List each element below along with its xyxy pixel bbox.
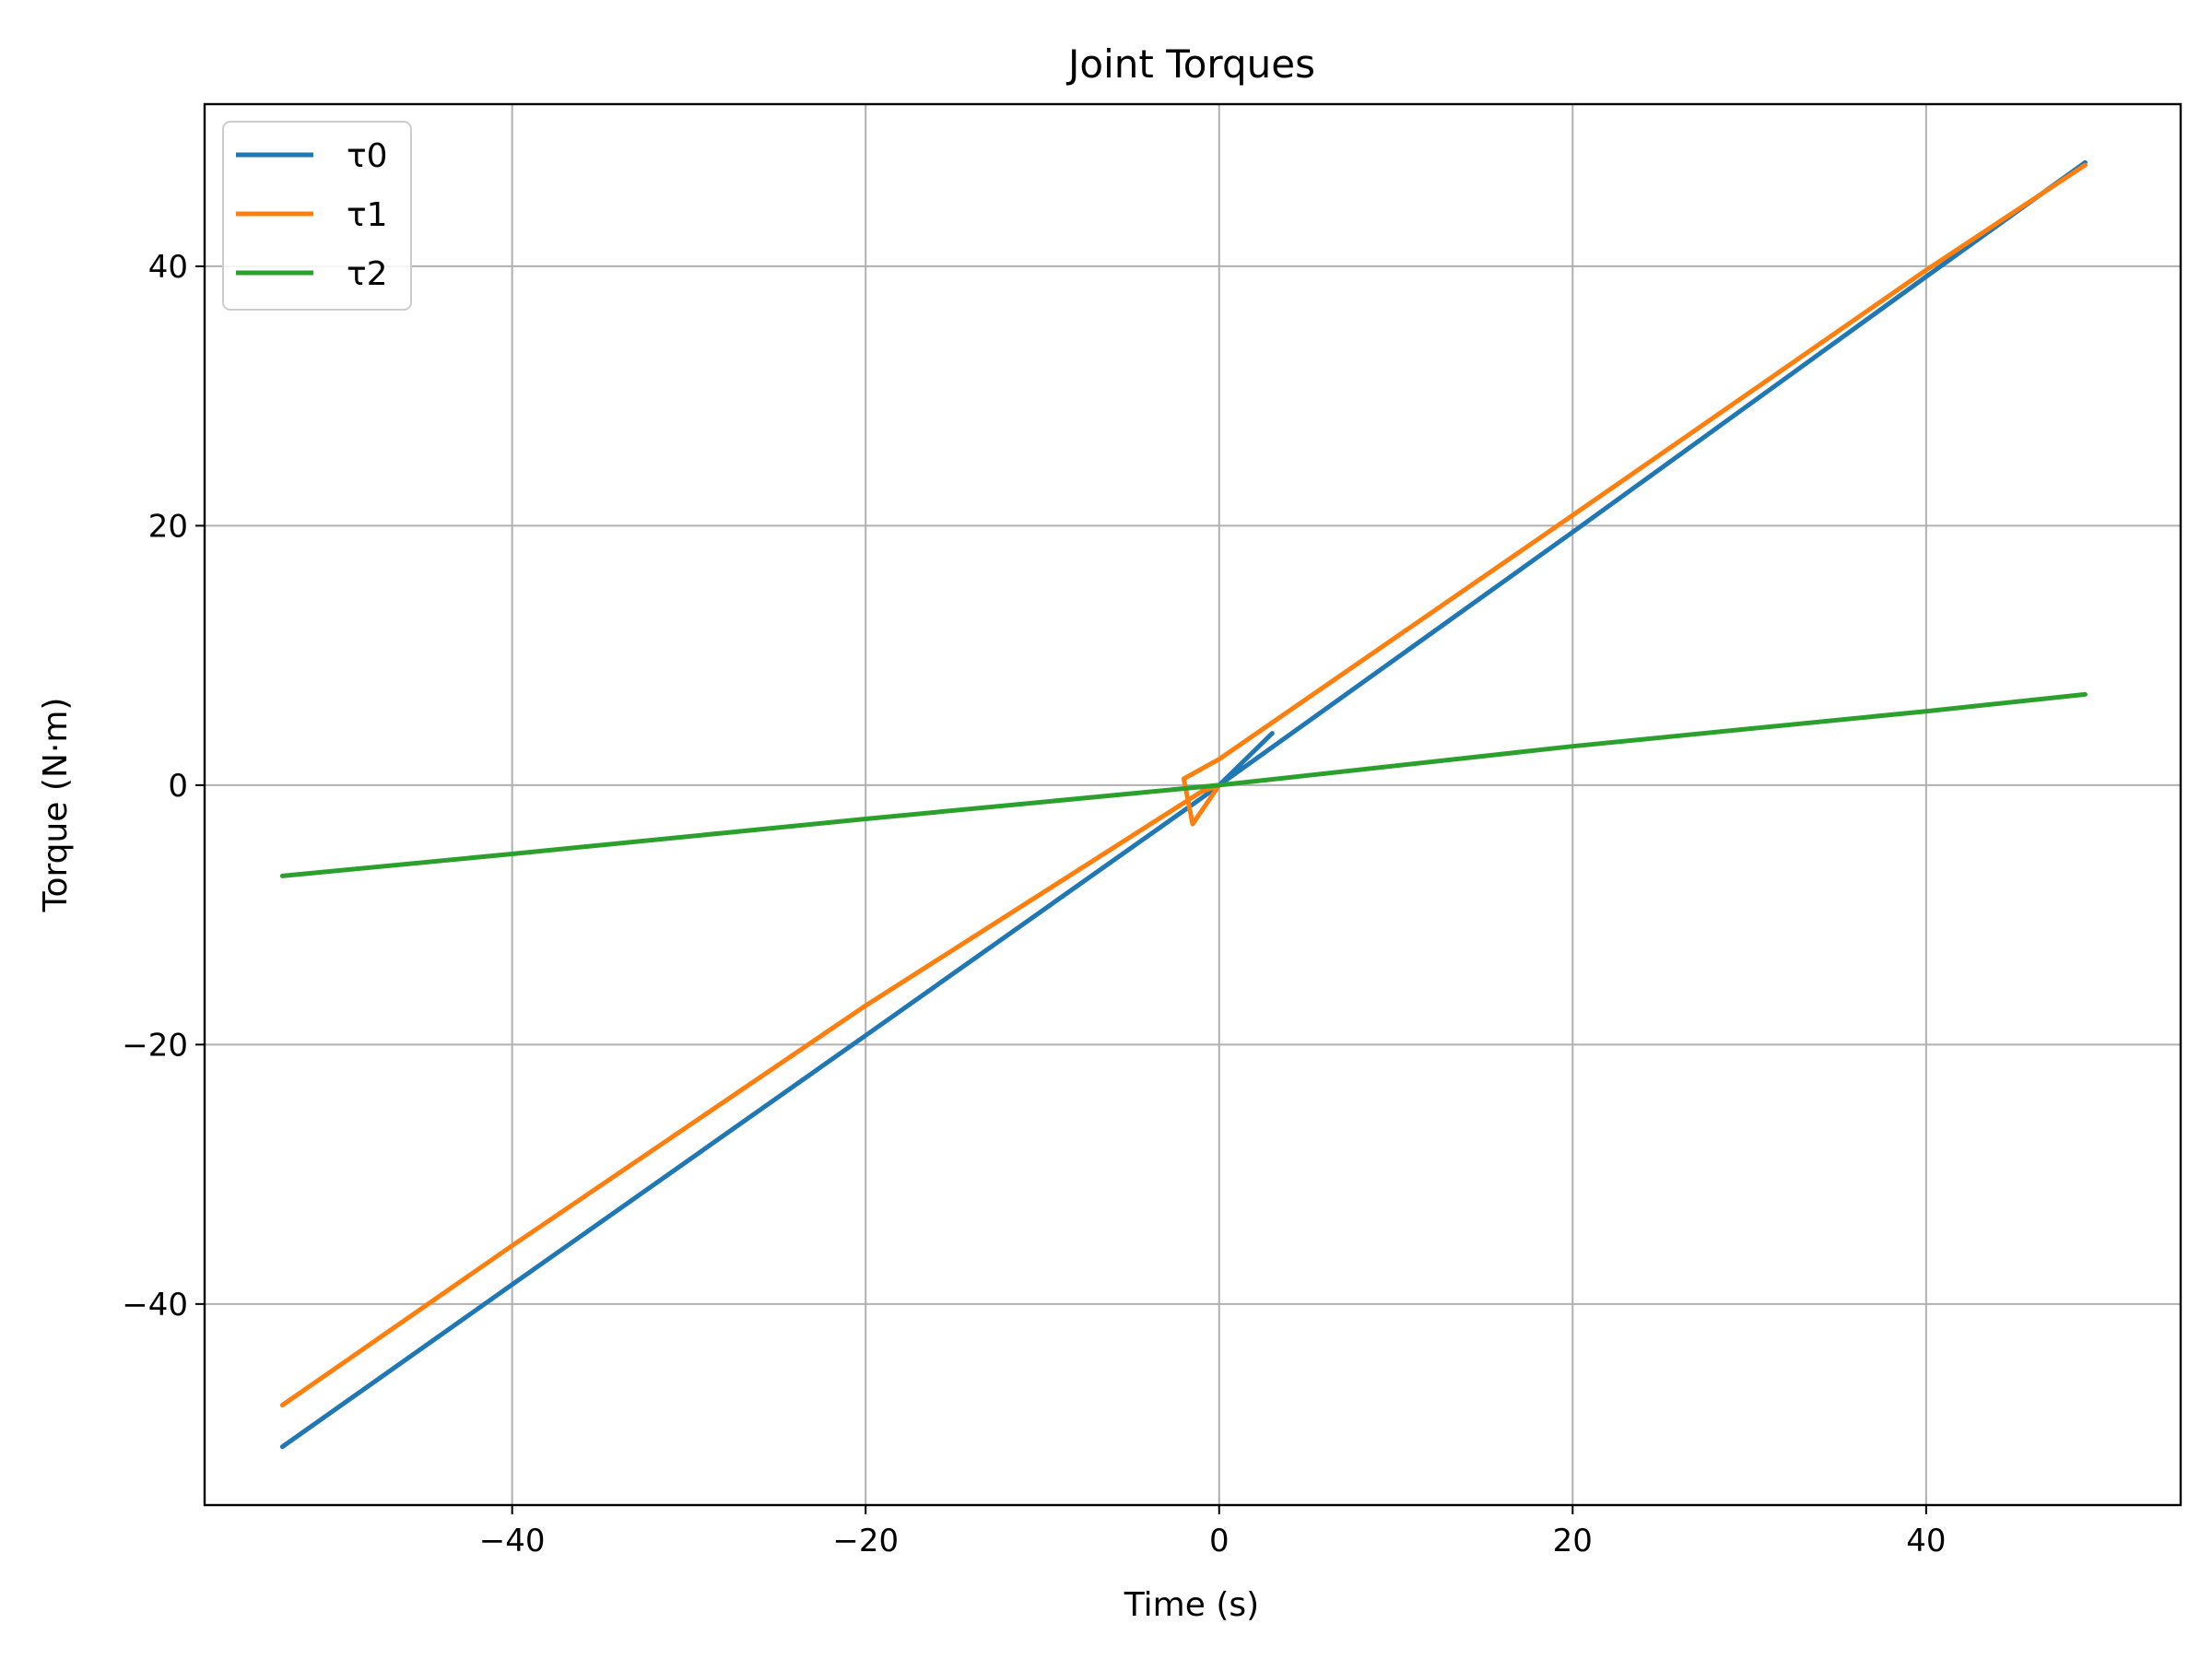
axis-ticks: −40 −20 0 20 40 −40 −20 0 20 40 [122,249,1946,1559]
y-tick-label: −40 [122,1287,188,1324]
series-line-0 [279,159,2088,1450]
x-tick-label: 0 [1209,1523,1230,1559]
legend-label: τ0 [347,137,388,175]
x-tick-label: −40 [479,1523,546,1559]
legend-label: τ1 [347,196,388,234]
plot-frame [203,102,2183,1507]
grid-lines [205,104,2181,1505]
series-lines [279,159,2088,1450]
x-tick-label: −20 [832,1523,899,1559]
x-tick-label: 20 [1553,1523,1593,1559]
y-tick-label: −20 [122,1027,188,1064]
legend-label: τ2 [347,255,388,293]
y-tick-label: 0 [168,768,188,805]
y-axis-label: Torque (N·m) [37,698,75,913]
series-line-1 [279,162,2088,1408]
x-tick-label: 40 [1906,1523,1946,1559]
y-tick-label: 20 [148,508,188,545]
series-line-2 [279,691,2088,878]
chart-title: Joint Torques [1065,41,1315,87]
y-tick-label: 40 [148,249,188,286]
legend: τ0 τ1 τ2 [222,121,412,311]
x-axis-label: Time (s) [1124,1586,1259,1624]
legend-box [222,121,412,311]
